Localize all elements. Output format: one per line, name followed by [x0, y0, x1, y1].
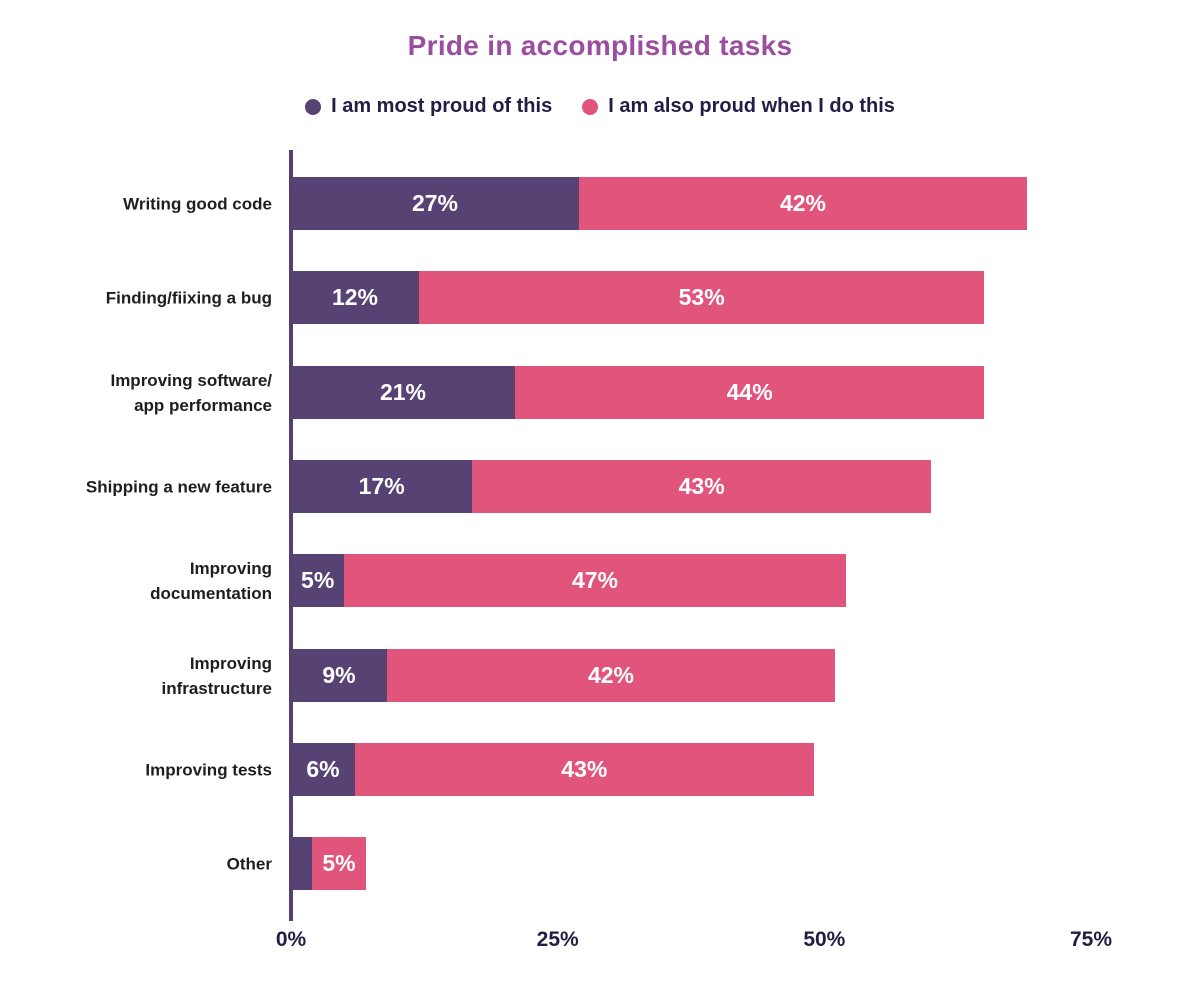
category-label: Shipping a new feature: [0, 474, 272, 499]
bar-segments: 12% 53%: [291, 271, 985, 324]
bar-segment-also-proud: 44%: [515, 366, 985, 419]
chart-title: Pride in accomplished tasks: [407, 30, 793, 61]
category-label-line: Improving software/: [110, 370, 272, 390]
bar-segment-most-proud: 5%: [291, 554, 345, 607]
category-label: Improving tests: [0, 757, 272, 782]
bar-segment-also-proud: 42%: [387, 649, 835, 702]
x-axis-tick-label: 75%: [1069, 928, 1113, 951]
bar-segments: 6% 43%: [291, 743, 814, 796]
category-label-line: documentation: [150, 583, 272, 603]
category-label-line: Improving: [189, 653, 272, 673]
bar-row: Improving documentation 5% 47%: [0, 554, 1200, 607]
bar-segment-also-proud: 42%: [579, 177, 1027, 230]
bar-segment-most-proud: [291, 837, 313, 890]
category-label-line: app performance: [134, 395, 272, 415]
y-axis-line: [289, 150, 293, 921]
bar-segments: 9% 42%: [291, 649, 835, 702]
category-label-line: Improving tests: [145, 760, 272, 779]
bar-segment-most-proud: 6%: [291, 743, 355, 796]
bar-segment-most-proud: 12%: [291, 271, 419, 324]
bar-segment-most-proud: 9%: [291, 649, 387, 702]
category-label-line: infrastructure: [161, 678, 272, 698]
x-axis-tick-label: 0%: [275, 928, 307, 951]
bar-segments: 5% 47%: [291, 554, 846, 607]
category-label: Finding/fiixing a bug: [0, 285, 272, 310]
bar-segment-also-proud: 5%: [312, 837, 366, 890]
bar-row: Improving software/app performance 21% 44%: [0, 366, 1200, 419]
bar-row: Writing good code 27% 42%: [0, 177, 1200, 230]
bar-segments: 17% 43%: [291, 460, 931, 513]
bar-row: Improving infrastructure 9% 42%: [0, 649, 1200, 702]
x-axis-tick-label: 50%: [803, 928, 846, 951]
x-axis-tick-label: 25%: [536, 928, 579, 951]
legend-dot-most-proud-icon: [305, 98, 322, 115]
category-label-line: Improving: [189, 558, 272, 578]
bar-segment-most-proud: 17%: [291, 460, 473, 513]
bar-segments: 21% 44%: [291, 366, 985, 419]
bar-segment-also-proud: 47%: [344, 554, 846, 607]
bar-segment-also-proud: 53%: [419, 271, 985, 324]
legend-dot-also-proud-icon: [582, 98, 599, 115]
bar-segment-also-proud: 43%: [355, 743, 814, 796]
legend-item-also-proud: I am also proud when I do this: [582, 95, 895, 118]
bar-segments: 5%: [291, 837, 366, 890]
category-label: Writing good code: [0, 191, 272, 216]
category-label: Other: [0, 851, 272, 876]
legend-item-most-proud: I am most proud of this: [305, 95, 552, 118]
bar-segments: 27% 42%: [291, 177, 1027, 230]
category-label-line: Other: [226, 854, 272, 873]
category-label-line: Writing good code: [123, 194, 272, 213]
bar-row: Shipping a new feature 17% 43%: [0, 460, 1200, 513]
x-axis-ticks: 0% 25% 50% 75%: [0, 928, 1200, 958]
legend-label-also-proud: I am also proud when I do this: [608, 95, 895, 117]
category-label-line: Finding/fiixing a bug: [105, 288, 272, 307]
bar-segment-most-proud: 27%: [291, 177, 579, 230]
bar-row: Finding/fiixing a bug 12% 53%: [0, 271, 1200, 324]
category-label-line: Shipping a new feature: [85, 477, 272, 496]
category-label: Improving documentation: [0, 556, 272, 606]
legend-label-most-proud: I am most proud of this: [331, 95, 553, 117]
category-label: Improving software/app performance: [0, 368, 272, 418]
bar-row: Other 5%: [0, 837, 1200, 890]
bar-row: Improving tests 6% 43%: [0, 743, 1200, 796]
bar-segment-most-proud: 21%: [291, 366, 515, 419]
bar-segment-also-proud: 43%: [472, 460, 931, 513]
category-label: Improving infrastructure: [0, 651, 272, 701]
legend: I am most proud of this I am also proud …: [0, 95, 1200, 118]
